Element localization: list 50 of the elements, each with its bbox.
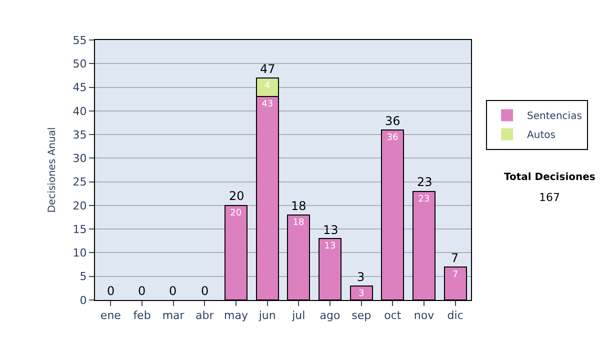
y-tick-label: 35 <box>72 128 87 142</box>
y-axis-title: Decisiones Anual <box>46 127 58 213</box>
x-tick-label: may <box>224 309 248 322</box>
x-tick-label: ago <box>320 309 340 322</box>
total-label: 0 <box>138 284 146 298</box>
y-tick-label: 45 <box>72 81 87 94</box>
x-tick-label: mar <box>162 309 185 322</box>
x-tick-label: sep <box>352 309 372 322</box>
y-tick-label: 50 <box>72 57 87 70</box>
text: 167 <box>539 191 560 204</box>
y-tick-label: 0 <box>80 294 87 307</box>
total-label: 7 <box>451 251 459 265</box>
x-tick-label: jul <box>291 309 306 322</box>
data-label: 18 <box>292 218 305 228</box>
data-label: 36 <box>386 132 399 143</box>
total-label: 13 <box>323 223 338 237</box>
legend-label: Sentencias <box>527 111 582 122</box>
y-tick-label: 55 <box>72 34 87 47</box>
x-tick-label: feb <box>133 309 151 322</box>
x-tick-label: jun <box>258 309 276 322</box>
total-label: 47 <box>260 62 276 76</box>
data-label: 13 <box>324 242 336 252</box>
total-label: 0 <box>169 284 177 298</box>
y-tick-label: 15 <box>72 222 87 236</box>
legend-label: Autos <box>527 130 556 142</box>
x-tick-label: dic <box>447 309 464 322</box>
data-label: 3 <box>358 288 364 299</box>
data-label: 23 <box>418 194 430 204</box>
y-tick-label: 5 <box>80 270 87 284</box>
total-label: 0 <box>107 284 115 298</box>
text: Total Decisiones <box>504 172 596 183</box>
y-tick-label: 30 <box>72 152 87 166</box>
x-tick-label: oct <box>384 309 402 322</box>
y-tick-label: 20 <box>72 199 87 212</box>
y-tick-label: 10 <box>72 246 87 260</box>
data-label: 43 <box>262 100 274 110</box>
total-label: 36 <box>385 114 400 128</box>
total-label: 18 <box>291 199 306 213</box>
total-label: 3 <box>357 270 365 284</box>
y-tick-label: 25 <box>72 176 87 189</box>
x-tick-label: nov <box>414 309 435 322</box>
y-tick-label: 40 <box>72 104 87 118</box>
data-label: 7 <box>452 270 458 280</box>
total-label: 0 <box>201 284 209 298</box>
data-label: 4 <box>264 80 270 91</box>
x-tick-label: abr <box>196 309 214 322</box>
total-label: 23 <box>417 175 432 189</box>
x-tick-label: ene <box>100 309 122 322</box>
total-label: 20 <box>229 189 244 203</box>
data-label: 20 <box>230 208 242 218</box>
